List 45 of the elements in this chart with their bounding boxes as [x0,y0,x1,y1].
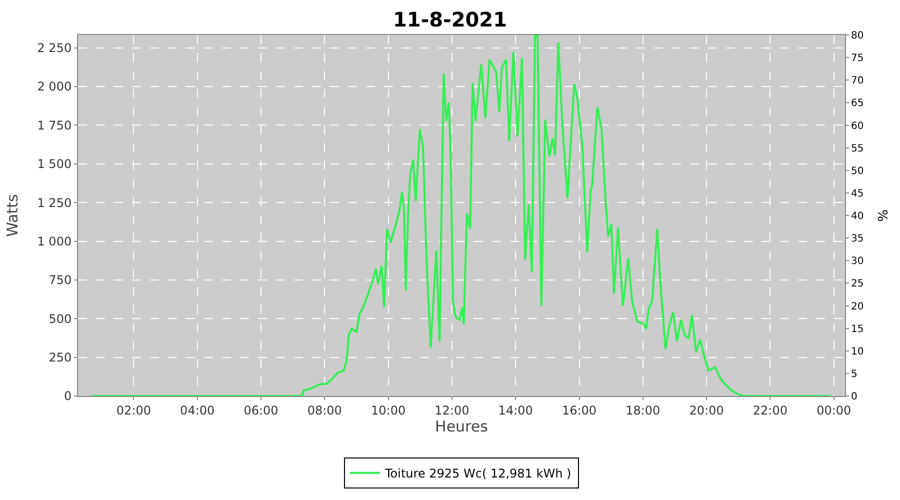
x-tick-label: 22:00 [752,403,788,418]
y2-tick-label: 40 [851,211,864,222]
x-tick-label: 00:00 [816,403,852,418]
y2-tick-label: 20 [851,301,864,312]
x-tick-label: 10:00 [371,403,406,418]
y-tick-label: 1 500 [37,157,72,172]
chart-title: 11-8-2021 [392,8,508,32]
x-tick-label: 02:00 [116,403,151,418]
y2-tick-label: 70 [851,76,864,87]
y2-tick-label: 15 [851,324,864,335]
y-tick-label: 1 750 [37,118,72,132]
x-tick-label: 08:00 [307,403,342,418]
y2-tick-label: 45 [851,188,864,200]
line-series [90,35,832,396]
x-tick-label: 20:00 [689,403,724,418]
y2-axis-title: % [876,209,892,222]
y2-tick-label: 35 [851,234,864,245]
x-tick-label: 16:00 [562,403,597,418]
x-tick-label: 12:00 [434,403,470,418]
y2-tick-label: 80 [851,30,864,42]
y-tick-label: 500 [48,312,72,326]
y-tick-label: 750 [48,273,72,288]
x-tick-label: 04:00 [180,403,215,418]
x-axis-title: Heures [435,417,488,436]
y2-tick-label: 0 [851,392,858,402]
y2-tick-label: 25 [851,278,864,290]
y2-tick-label: 65 [851,98,864,110]
y2-tick-label: 55 [851,143,864,154]
x-tick-label: 14:00 [498,403,533,418]
legend-label: Toiture 2925 Wc( 12,981 kWh ) [384,466,572,481]
y2-tick-label: 30 [851,256,864,268]
x-tick-label: 18:00 [626,403,660,418]
y2-tick-label: 60 [851,120,864,132]
y-tick-label: 250 [48,350,72,365]
y2-tick-label: 50 [851,166,864,177]
y-tick-label: 1 000 [37,234,72,248]
y-tick-label: 2 000 [37,80,72,94]
y-tick-label: 2 250 [37,41,72,56]
y2-tick-label: 75 [851,53,864,64]
x-tick-label: 06:00 [244,403,278,418]
y-tick-label: 0 [64,389,72,404]
y2-tick-label: 5 [851,368,858,380]
y2-tick-label: 10 [851,346,864,358]
y-tick-label: 1 250 [37,196,72,210]
y-axis-title: Watts [3,194,22,237]
